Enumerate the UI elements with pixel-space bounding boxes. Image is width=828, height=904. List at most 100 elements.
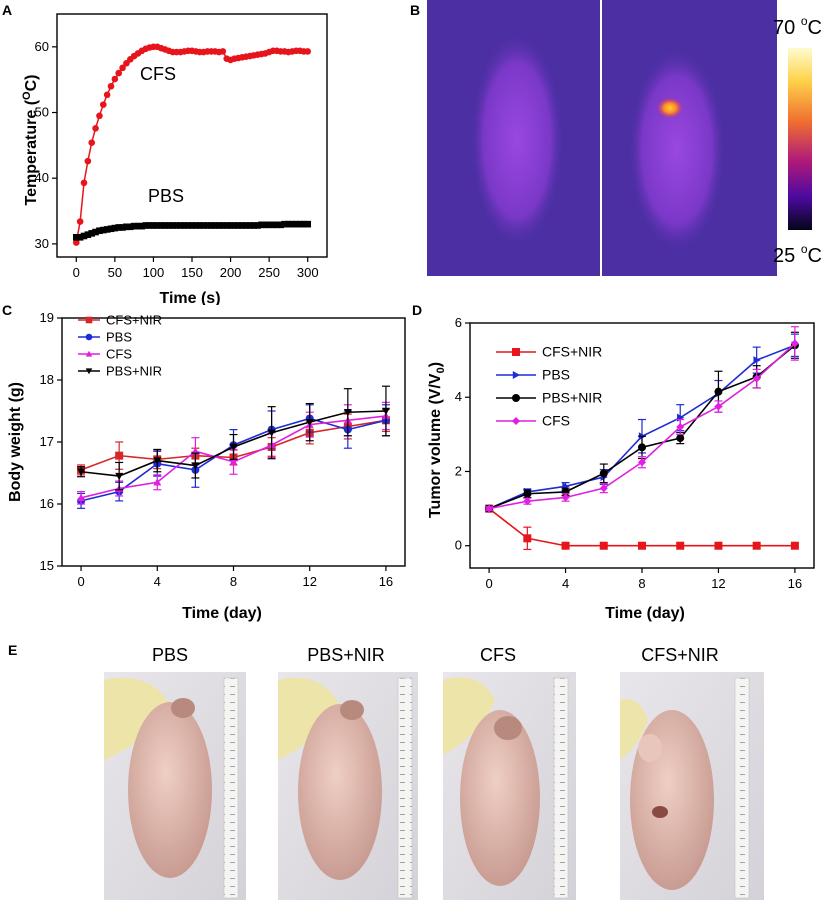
legend-label-pbs: PBS [106, 330, 132, 345]
legend-label-pbs-nir: PBS+NIR [106, 364, 162, 379]
data-point-pbs [119, 224, 126, 231]
data-point-pbs [304, 220, 312, 228]
data-point-pbs [72, 233, 80, 241]
data-point-pbs [192, 222, 200, 229]
data-point-pbs [200, 222, 207, 229]
data-point-cfs [790, 339, 799, 348]
data-point-cfs [752, 374, 761, 383]
data-point-cfs [523, 497, 532, 506]
data-point-cfs [115, 69, 123, 77]
data-point-cfs [599, 484, 608, 493]
x-tick-label: 150 [181, 265, 203, 280]
x-tick-label: 300 [297, 265, 319, 280]
y-tick-label: 50 [35, 105, 49, 120]
chart-a: 0 50 100 150 200 250 300 30 40 50 60 CFS PBS Time … [21, 13, 328, 305]
y-tick-label: 2 [455, 463, 462, 478]
data-point-cfs [111, 75, 119, 83]
photo-title-cfs: CFS [480, 645, 516, 665]
data-point-cfs [80, 179, 88, 187]
y-tick-label: 17 [40, 434, 54, 449]
data-point-pbs-nir [599, 469, 608, 478]
data-point-pbs [134, 222, 142, 230]
data-point-pbs [130, 222, 138, 230]
data-point-pbs [204, 222, 211, 229]
data-point-pbs [250, 222, 258, 229]
data-point-pbs [88, 230, 96, 237]
data-point-cfs-nir [638, 541, 646, 550]
y-tick-label: 4 [455, 389, 462, 404]
data-point-cfs-nir [676, 541, 685, 550]
x-axis-title-c: Time (day) [182, 605, 262, 622]
colorbar-min-label: 25 oC [773, 242, 822, 267]
legend-label-cfs: CFS [542, 413, 570, 429]
annotation-pbs: PBS [148, 186, 184, 206]
data-point-pbs-nir [267, 429, 276, 437]
data-point-pbs-nir [229, 443, 238, 451]
data-point-pbs-nir [115, 472, 124, 481]
data-point-pbs [169, 222, 177, 229]
data-point-cfs [119, 64, 126, 72]
data-point-pbs [246, 222, 254, 229]
legend-marker-cfs [85, 350, 93, 357]
data-point-cfs [153, 478, 162, 486]
chart-d: 0 4 8 12 16 0 2 4 6 CFS+NIR PBS PBS+NIR CFS Time (da… [427, 315, 815, 622]
photo-title-pbs-nir: PBS+NIR [307, 645, 385, 665]
legend-marker-cfs [512, 417, 520, 425]
data-point-cfs-nir [115, 451, 124, 460]
data-point-pbs [180, 222, 188, 229]
legend-marker-pbs-nir [85, 368, 93, 375]
data-point-pbs [207, 222, 215, 229]
series-line-cfs-nir [488, 507, 795, 547]
x-tick-label: 8 [638, 576, 645, 591]
panel-label-c: C [2, 302, 13, 318]
legend-label-cfs-nir: CFS+NIR [542, 344, 602, 360]
data-point-cfs [304, 48, 312, 55]
data-point-cfs [714, 402, 723, 411]
legend-marker-pbs [512, 371, 520, 379]
data-point-pbs-nir [714, 387, 723, 396]
data-point-cfs [107, 82, 115, 90]
thermal-colorbar [788, 48, 812, 230]
photo-cfs-nir [620, 672, 764, 900]
data-point-cfs [99, 101, 107, 108]
x-tick-label: 0 [73, 265, 80, 280]
data-point-cfs [88, 139, 96, 147]
data-point-pbs [84, 231, 92, 238]
data-point-cfs-nir [561, 541, 570, 550]
data-point-cfs [638, 458, 646, 467]
legend-marker-cfs-nir [85, 316, 93, 324]
series-line-cfs [75, 46, 308, 243]
data-point-pbs [165, 222, 173, 229]
data-point-pbs [96, 227, 103, 235]
data-point-cfs-nir [752, 541, 761, 550]
mouse-photos [104, 672, 764, 900]
data-point-pbs [753, 356, 761, 365]
data-point-cfs [561, 493, 570, 502]
legend-label-pbs: PBS [542, 367, 570, 383]
data-point-cfs [103, 91, 111, 99]
panel-label-e: E [8, 642, 18, 658]
data-point-pbs [76, 233, 84, 241]
data-point-pbs [184, 222, 192, 229]
x-tick-label: 8 [230, 574, 237, 589]
data-point-cfs-nir [714, 541, 723, 550]
x-tick-label: 100 [143, 265, 165, 280]
data-point-pbs [157, 222, 165, 229]
data-point-cfs [229, 457, 238, 466]
data-point-pbs [258, 221, 265, 229]
x-tick-label: 12 [711, 576, 725, 591]
data-point-pbs-nir [343, 409, 352, 417]
x-axis-title-d: Time (day) [605, 605, 685, 622]
x-tick-label: 0 [77, 574, 84, 589]
data-point-pbs-nir [77, 468, 86, 476]
data-point-pbs [111, 224, 119, 232]
x-tick-label: 0 [485, 576, 492, 591]
data-point-pbs [261, 221, 269, 229]
data-point-pbs-nir [305, 418, 314, 427]
data-point-pbs [92, 228, 99, 236]
x-tick-label: 50 [108, 265, 122, 280]
photo-pbs [104, 672, 246, 900]
legend-label-cfs: CFS [106, 347, 132, 362]
data-point-pbs [115, 224, 123, 231]
y-tick-label: 40 [35, 170, 49, 185]
